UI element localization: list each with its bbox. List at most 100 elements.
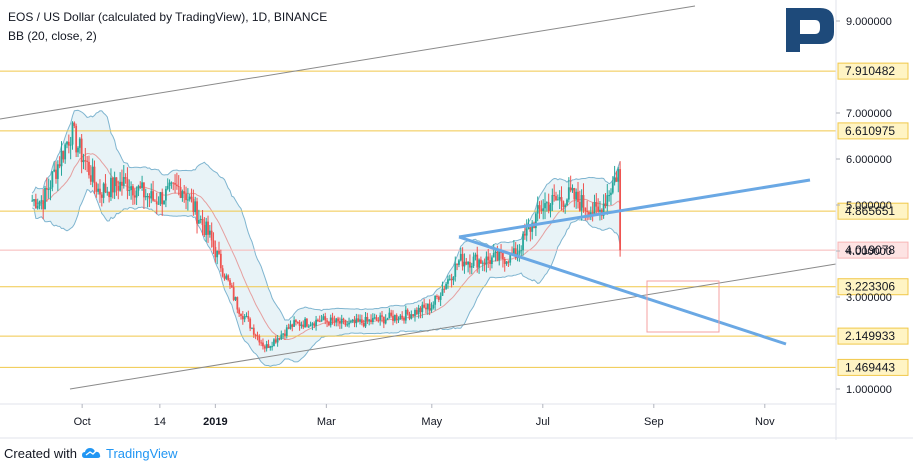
candle-body bbox=[331, 317, 334, 321]
candle-body bbox=[236, 297, 239, 310]
indicator-label[interactable]: BB (20, close, 2) bbox=[8, 29, 97, 43]
candle-body bbox=[566, 199, 568, 206]
candle-body bbox=[582, 195, 585, 208]
candle-body bbox=[47, 189, 50, 191]
candle-body bbox=[183, 191, 186, 194]
candle-body bbox=[62, 150, 65, 160]
x-tick-label: Oct bbox=[74, 416, 91, 428]
candle-body bbox=[141, 182, 143, 188]
candle-body bbox=[469, 261, 471, 268]
candle-body bbox=[370, 319, 372, 322]
candle-body bbox=[110, 177, 112, 198]
candle-body bbox=[399, 315, 402, 320]
candle-body bbox=[58, 164, 61, 167]
candle-body bbox=[320, 319, 323, 322]
candle-body bbox=[419, 307, 422, 313]
candle-body bbox=[575, 191, 578, 200]
candle-body bbox=[512, 248, 515, 255]
candle-body bbox=[527, 227, 530, 230]
candle-body bbox=[322, 316, 325, 320]
candle-body bbox=[436, 295, 438, 297]
candle-body bbox=[34, 199, 37, 209]
candle-body bbox=[64, 144, 67, 160]
candle-body bbox=[366, 316, 369, 321]
candle-body bbox=[417, 307, 420, 315]
candle-body bbox=[163, 200, 165, 205]
candle-body bbox=[170, 182, 173, 184]
candle-body bbox=[117, 186, 120, 191]
candle-body bbox=[256, 335, 259, 337]
candle-body bbox=[249, 318, 252, 329]
candle-body bbox=[437, 296, 440, 300]
candle-body bbox=[393, 315, 396, 321]
horizontal-levels: 7.910482 6.610975 4.865651 3.223306 2.149933… bbox=[0, 62, 909, 376]
level-tag-label: 4.865651 bbox=[845, 204, 895, 218]
candle-body bbox=[452, 276, 455, 281]
level-tag-label: 3.223306 bbox=[845, 280, 895, 294]
candle-body bbox=[42, 200, 45, 210]
candle-body bbox=[126, 178, 129, 191]
candle-body bbox=[298, 322, 301, 326]
candle-body bbox=[359, 319, 361, 322]
current-price-label: 4.019078 bbox=[845, 243, 895, 257]
candle-body bbox=[544, 203, 546, 209]
candle-body bbox=[296, 321, 299, 323]
candle-body bbox=[540, 208, 543, 212]
candle-body bbox=[567, 187, 570, 200]
candle-body bbox=[465, 261, 468, 265]
candle-body bbox=[274, 339, 277, 343]
candle-body bbox=[267, 344, 270, 348]
candle-body bbox=[95, 183, 98, 192]
candle-body bbox=[161, 192, 164, 205]
candle-body bbox=[507, 261, 510, 263]
candle-body bbox=[335, 318, 338, 323]
candle-body bbox=[51, 171, 54, 188]
candle-body bbox=[214, 246, 217, 258]
candle-body bbox=[273, 339, 275, 347]
candle-body bbox=[454, 263, 457, 277]
candle-body bbox=[152, 191, 154, 201]
level-tag bbox=[837, 327, 909, 345]
candle-body bbox=[337, 318, 339, 322]
candle-body bbox=[491, 257, 493, 265]
candle-body bbox=[403, 317, 405, 321]
symbol-title: EOS / US Dollar (calculated by TradingVi… bbox=[8, 10, 328, 24]
candle-body bbox=[309, 324, 312, 327]
candle-body bbox=[104, 183, 107, 193]
candle-body bbox=[450, 278, 453, 281]
candle-body bbox=[344, 319, 347, 325]
candle-body bbox=[381, 315, 383, 317]
candle-body bbox=[225, 275, 228, 279]
candle-body bbox=[357, 318, 360, 322]
candle-body bbox=[287, 327, 290, 329]
candle-body bbox=[317, 319, 319, 322]
candle-body bbox=[159, 192, 162, 204]
candle-body bbox=[426, 303, 429, 310]
candle-body bbox=[487, 256, 490, 261]
candle-body bbox=[514, 248, 517, 259]
candle-body bbox=[91, 166, 94, 182]
candle-body bbox=[368, 319, 371, 321]
candle-body bbox=[562, 201, 565, 207]
level-tag bbox=[837, 202, 909, 220]
candle-body bbox=[384, 319, 387, 324]
candle-body bbox=[556, 199, 559, 201]
candle-body bbox=[33, 199, 35, 201]
candle-body bbox=[216, 250, 219, 258]
candle-body bbox=[115, 177, 118, 187]
candle-body bbox=[67, 141, 70, 146]
candle-body bbox=[241, 315, 244, 320]
y-tick-label: 9.000000 bbox=[846, 16, 892, 28]
candle-body bbox=[315, 319, 317, 326]
candle-body bbox=[371, 317, 374, 322]
candle-body bbox=[461, 253, 464, 267]
candle-body bbox=[45, 187, 48, 190]
candle-body bbox=[252, 327, 255, 335]
candle-body bbox=[615, 177, 618, 182]
candle-body bbox=[355, 318, 358, 324]
candle-body bbox=[89, 175, 92, 182]
candle-body bbox=[481, 262, 484, 264]
tradingview-brand[interactable]: TradingView bbox=[105, 445, 178, 461]
candle-body bbox=[428, 303, 431, 311]
